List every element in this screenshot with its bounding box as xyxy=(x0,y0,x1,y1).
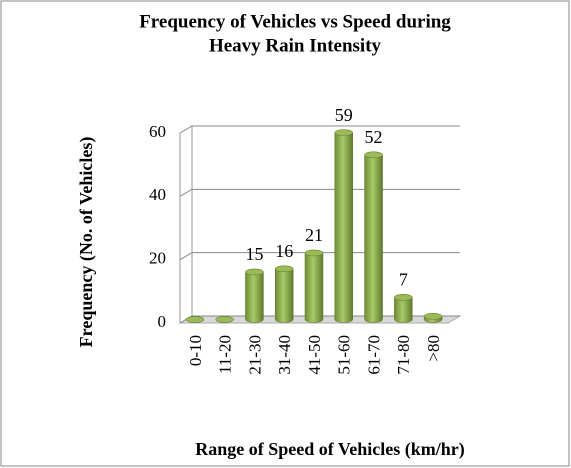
x-tick-label: 31-40 xyxy=(275,335,294,375)
bar xyxy=(274,265,294,323)
bar-top xyxy=(394,294,413,301)
x-tick-label: 51-60 xyxy=(335,335,354,375)
data-label: 59 xyxy=(335,105,353,125)
bar xyxy=(334,129,354,323)
bar-top xyxy=(185,316,205,323)
data-label: 7 xyxy=(399,269,408,289)
bar xyxy=(364,151,383,323)
bar xyxy=(245,268,264,323)
data-label: 15 xyxy=(245,244,263,264)
x-tick-label: 0-10 xyxy=(186,335,205,366)
bar-top xyxy=(245,268,264,276)
x-axis-title: Range of Speed of Vehicles (km/hr) xyxy=(195,439,465,460)
x-tick-label: 71-80 xyxy=(394,335,413,375)
bar-top xyxy=(274,265,294,273)
y-tick-label: 0 xyxy=(158,312,167,331)
grid-line xyxy=(179,125,460,134)
bar-top xyxy=(423,313,443,320)
x-tick-label: >80 xyxy=(424,335,443,362)
data-label: 16 xyxy=(275,241,293,261)
bar-top xyxy=(364,151,383,159)
bar-top xyxy=(334,129,354,136)
chart-title: Frequency of Vehicles vs Speed during xyxy=(139,11,451,32)
x-tick-label: 21-30 xyxy=(245,335,264,375)
chart-title: Heavy Rain Intensity xyxy=(209,35,382,56)
y-axis-title: Frequency (No. of Vehicles) xyxy=(76,137,97,348)
data-label: 21 xyxy=(305,225,323,245)
x-tick-label: 41-50 xyxy=(305,335,324,375)
x-tick-label: 61-70 xyxy=(364,335,383,375)
bar-top xyxy=(215,316,234,323)
y-tick-label: 60 xyxy=(149,122,166,141)
y-tick-label: 40 xyxy=(149,185,166,204)
bar xyxy=(304,249,324,323)
x-tick-label: 11-20 xyxy=(216,335,235,374)
bar-top xyxy=(304,249,324,257)
y-tick-label: 20 xyxy=(149,249,166,268)
data-label: 52 xyxy=(365,127,383,147)
